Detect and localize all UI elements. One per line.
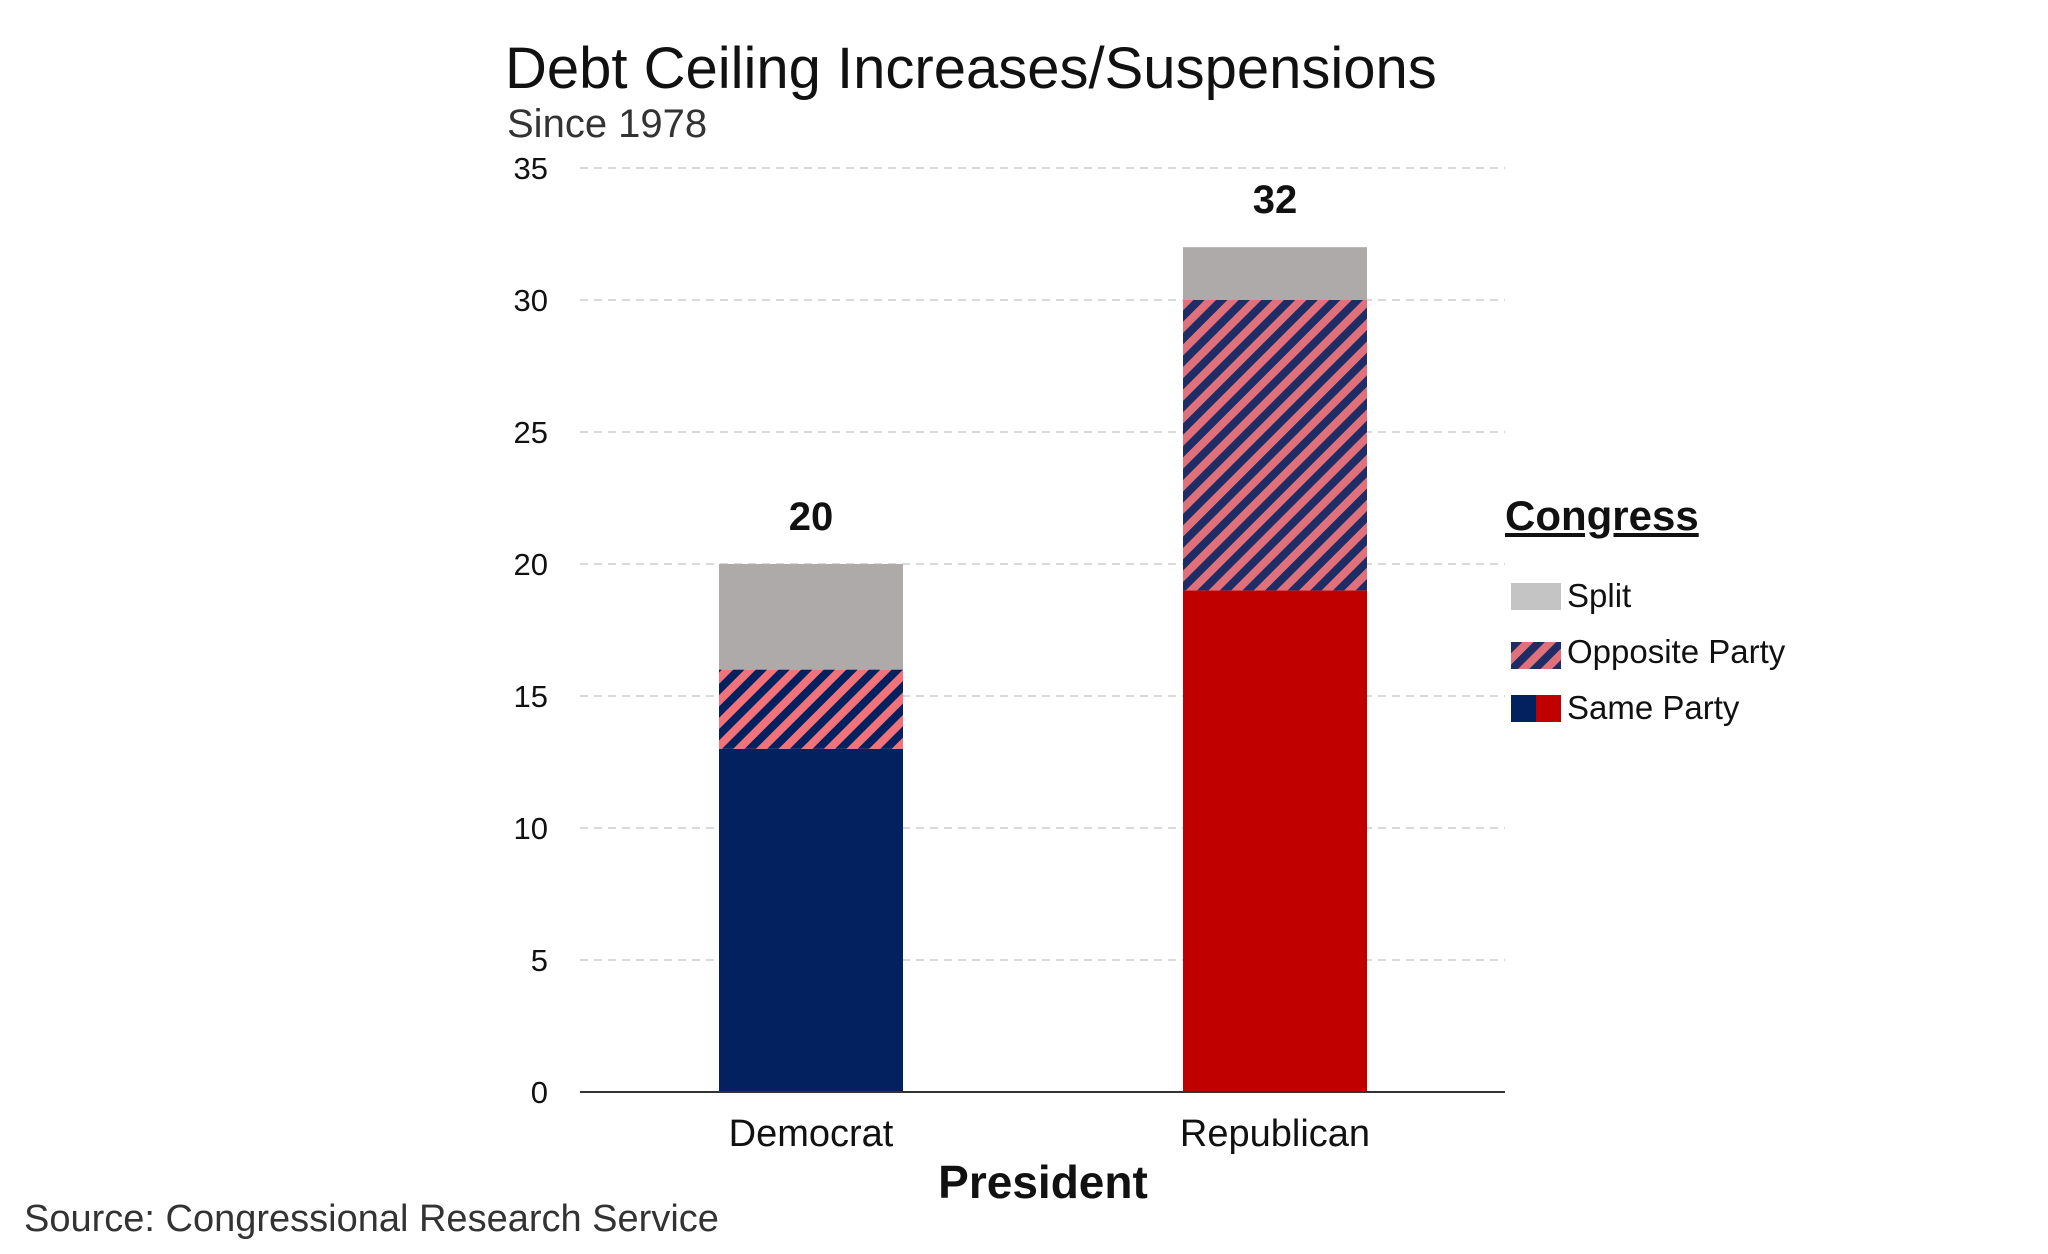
x-tick-label: Democrat — [729, 1113, 894, 1155]
bar-democrat-opposite-party — [719, 669, 903, 749]
bar-republican-split — [1183, 247, 1367, 300]
legend-label-split: Split — [1567, 577, 1632, 614]
y-tick-label: 35 — [514, 151, 548, 186]
bar-republican-opposite-party — [1183, 300, 1367, 591]
y-axis-ticks: 0 5 10 15 20 25 30 35 — [514, 151, 548, 1110]
legend-swatch-split — [1511, 582, 1561, 610]
legend-label-opposite-party: Opposite Party — [1567, 633, 1786, 670]
bar-republican-same-party — [1183, 590, 1367, 1092]
legend-item-split: Split — [1505, 568, 1785, 624]
legend: Congress Split Opposite Party Same Party — [1505, 490, 1785, 736]
y-tick-label: 25 — [514, 415, 548, 450]
legend-swatch-opposite-party — [1511, 639, 1561, 669]
legend-item-same-party: Same Party — [1505, 680, 1785, 736]
legend-swatch-same-party — [1511, 694, 1561, 722]
bar-democrat-same-party — [719, 748, 903, 1092]
y-tick-label: 15 — [514, 679, 548, 714]
bar-total-label: 20 — [789, 495, 834, 539]
bar-democrat-split — [719, 564, 903, 670]
chart-title: Debt Ceiling Increases/Suspensions — [505, 36, 1437, 101]
x-tick-label: Republican — [1180, 1113, 1370, 1155]
y-tick-label: 10 — [514, 811, 548, 846]
x-axis-categories: Democrat Republican — [729, 1113, 1370, 1155]
y-tick-label: 30 — [514, 283, 548, 318]
y-tick-label: 0 — [531, 1075, 548, 1110]
source-note: Source: Congressional Research Service — [24, 1198, 719, 1240]
y-tick-label: 5 — [531, 943, 548, 978]
bars — [719, 247, 1367, 1092]
legend-item-opposite-party: Opposite Party — [1505, 624, 1785, 680]
bar-total-label: 32 — [1253, 178, 1298, 222]
chart-subtitle: Since 1978 — [507, 102, 708, 146]
x-axis-label: President — [938, 1156, 1148, 1208]
y-tick-label: 20 — [514, 547, 548, 582]
legend-label-same-party: Same Party — [1567, 689, 1740, 726]
legend-title: Congress — [1505, 492, 1699, 539]
